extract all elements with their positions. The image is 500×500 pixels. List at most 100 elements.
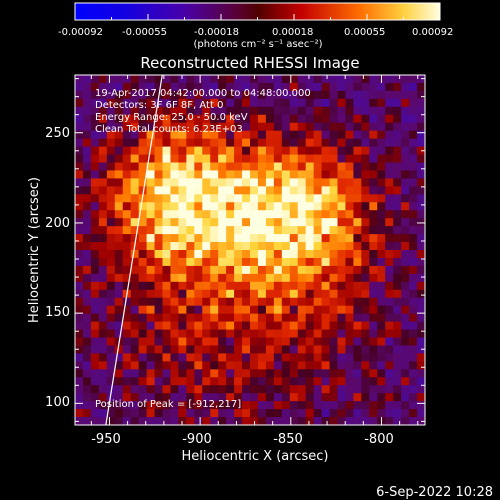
heatmap-cell <box>242 98 251 108</box>
heatmap-cell <box>218 226 227 235</box>
heatmap-cell <box>122 202 132 211</box>
heatmap-cell <box>281 218 291 227</box>
heatmap-cell <box>289 250 299 259</box>
heatmap-cell <box>210 210 219 219</box>
heatmap-cell <box>337 138 347 148</box>
heatmap-cell <box>345 162 354 172</box>
heatmap-cell <box>409 106 418 116</box>
heatmap-cell <box>90 297 100 307</box>
heatmap-cell <box>385 289 394 299</box>
heatmap-cell <box>154 265 164 275</box>
heatmap-cell <box>154 305 164 315</box>
heatmap-cell <box>385 297 394 307</box>
heatmap-cell <box>178 130 187 140</box>
colorbar-tick-label: -0.00018 <box>194 27 239 38</box>
heatmap-cell <box>345 210 354 219</box>
heatmap-cell <box>385 305 394 315</box>
heatmap-cell <box>178 250 187 259</box>
heatmap-cell <box>194 178 203 187</box>
heatmap-cell <box>321 393 331 402</box>
heatmap-cell <box>409 289 418 299</box>
heatmap-cell <box>385 138 394 148</box>
heatmap-cell <box>401 385 410 394</box>
heatmap-cell <box>162 329 172 339</box>
heatmap-cell <box>369 289 378 299</box>
heatmap-cell <box>289 218 299 227</box>
heatmap-cell <box>417 273 425 283</box>
heatmap-cell <box>82 202 92 211</box>
heatmap-cell <box>353 234 362 243</box>
heatmap-cell <box>377 106 386 116</box>
heatmap-cell <box>186 178 195 187</box>
heatmap-cell <box>90 178 100 187</box>
heatmap-cell <box>210 114 219 124</box>
heatmap-cell <box>234 265 243 275</box>
heatmap-cell <box>385 130 394 140</box>
heatmap-cell <box>186 130 195 140</box>
heatmap-cell <box>409 250 418 259</box>
heatmap-cell <box>297 361 307 370</box>
heatmap-cell <box>162 138 172 148</box>
heatmap-cell <box>297 130 307 140</box>
heatmap-cell <box>401 146 410 156</box>
heatmap-cell <box>257 90 267 100</box>
heatmap-cell <box>250 154 259 164</box>
heatmap-cell <box>210 377 219 386</box>
heatmap-cell <box>401 393 410 402</box>
heatmap-cell <box>273 385 283 394</box>
heatmap-cell <box>146 202 156 211</box>
heatmap-cell <box>257 393 267 402</box>
heatmap-cell <box>385 226 394 235</box>
heatmap-cell <box>250 297 259 307</box>
heatmap-cell <box>154 186 164 195</box>
heatmap-cell <box>345 98 354 108</box>
heatmap-cell <box>417 393 425 402</box>
heatmap-cell <box>234 98 243 108</box>
heatmap-cell <box>337 242 347 251</box>
heatmap-cell <box>186 242 195 251</box>
heatmap-cell <box>82 377 92 386</box>
heatmap-cell <box>178 329 187 339</box>
heatmap-cell <box>98 305 108 315</box>
heatmap-cell <box>289 210 299 219</box>
heatmap-cell <box>345 242 354 251</box>
heatmap-cell <box>337 82 347 92</box>
heatmap-cell <box>329 242 339 251</box>
heatmap-cell <box>329 250 339 259</box>
heatmap-cell <box>226 114 235 124</box>
heatmap-cell <box>75 345 84 354</box>
heatmap-cell <box>202 138 211 148</box>
heatmap-cell <box>409 409 418 418</box>
heatmap-cell <box>90 337 100 347</box>
heatmap-cell <box>170 162 179 172</box>
heatmap-cell <box>409 122 418 132</box>
x-tick-label: -900 <box>182 432 212 447</box>
heatmap-cell <box>401 401 410 410</box>
heatmap-cell <box>393 257 402 267</box>
heatmap-cell <box>170 369 179 378</box>
heatmap-cell <box>98 297 108 307</box>
heatmap-cell <box>202 417 211 425</box>
heatmap-cell <box>90 154 100 164</box>
heatmap-cell <box>146 377 156 386</box>
heatmap-cell <box>401 369 410 378</box>
heatmap-cell <box>313 353 323 362</box>
y-axis-label: Heliocentric Y (arcsec) <box>27 177 42 323</box>
heatmap-cell <box>138 289 148 299</box>
heatmap-cell <box>122 345 132 354</box>
heatmap-cell <box>321 202 331 211</box>
heatmap-cell <box>361 393 370 402</box>
heatmap-cell <box>82 321 92 331</box>
heatmap-cell <box>313 210 323 219</box>
heatmap-cell <box>226 297 235 307</box>
heatmap-cell <box>289 186 299 195</box>
heatmap-cell <box>218 114 227 124</box>
heatmap-cell <box>393 265 402 275</box>
heatmap-cell <box>202 393 211 402</box>
heatmap-cell <box>242 313 251 323</box>
heatmap-cell <box>353 122 362 132</box>
heatmap-cell <box>273 210 283 219</box>
heatmap-cell <box>337 289 347 299</box>
heatmap-cell <box>194 329 203 339</box>
heatmap-cell <box>345 297 354 307</box>
